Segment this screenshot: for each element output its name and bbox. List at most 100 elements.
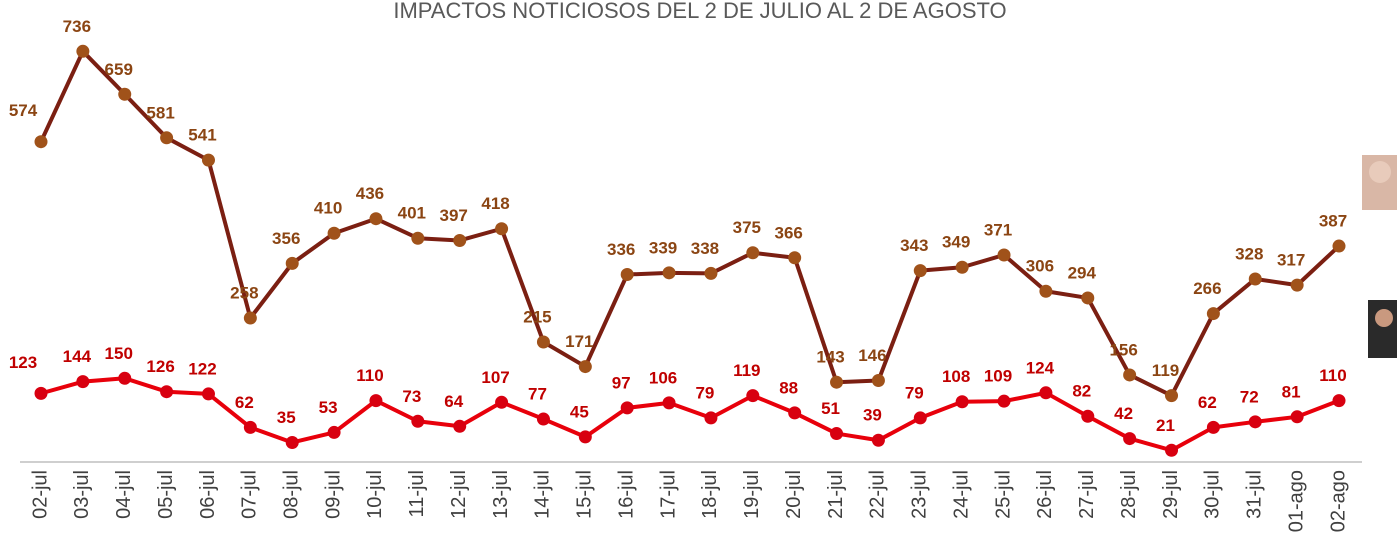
data-label: 77 [528, 385, 547, 404]
data-label: 62 [235, 393, 254, 412]
x-tick-label: 25-jul [992, 470, 1014, 519]
data-point [579, 360, 592, 373]
data-label: 122 [188, 359, 216, 378]
data-label: 317 [1277, 251, 1305, 270]
data-label: 349 [942, 233, 970, 252]
series-line [41, 51, 1339, 395]
data-point [663, 266, 676, 279]
data-point [621, 401, 634, 414]
data-point [328, 227, 341, 240]
data-point [1123, 432, 1136, 445]
x-tick-label: 18-jul [699, 470, 721, 519]
data-point [1207, 307, 1220, 320]
data-label: 339 [649, 238, 677, 257]
data-point [872, 374, 885, 387]
photo-face [1369, 161, 1391, 183]
data-point [328, 426, 341, 439]
page: IMPACTOS NOTICIOSOS DEL 2 DE JULIO AL 2 … [0, 0, 1397, 552]
data-label: 64 [444, 392, 463, 411]
data-point [956, 395, 969, 408]
data-point [746, 389, 759, 402]
data-label: 144 [63, 347, 92, 366]
data-point [411, 232, 424, 245]
data-label: 119 [733, 361, 760, 380]
data-point [118, 372, 131, 385]
data-label: 110 [1319, 366, 1346, 385]
data-point [76, 375, 89, 388]
data-label: 79 [695, 383, 714, 402]
data-label: 541 [188, 126, 216, 145]
data-label: 35 [277, 408, 296, 427]
data-label: 171 [565, 332, 593, 351]
data-point [1249, 272, 1262, 285]
data-point [244, 312, 257, 325]
x-tick-label: 02-jul [29, 470, 51, 519]
data-label: 371 [984, 220, 1012, 239]
data-label: 88 [779, 378, 798, 397]
x-tick-label: 29-jul [1160, 470, 1182, 519]
data-label: 124 [1026, 358, 1055, 377]
data-point [1081, 410, 1094, 423]
x-tick-label: 31-jul [1244, 470, 1266, 519]
x-tick-label: 08-jul [281, 470, 303, 519]
data-label: 110 [356, 366, 383, 385]
data-point [495, 396, 508, 409]
data-point [202, 387, 215, 400]
data-label: 266 [1193, 279, 1221, 298]
data-label: 97 [612, 373, 631, 392]
data-point [1039, 386, 1052, 399]
x-tick-label: 22-jul [867, 470, 889, 519]
data-point [998, 248, 1011, 261]
data-point [411, 415, 424, 428]
data-label: 108 [942, 367, 970, 386]
photo-2 [1368, 300, 1397, 358]
data-label: 156 [1109, 340, 1137, 359]
x-tick-label: 19-jul [741, 470, 763, 519]
series-line [41, 378, 1339, 450]
data-label: 21 [1156, 416, 1175, 435]
data-label: 146 [858, 346, 886, 365]
data-point [453, 234, 466, 247]
data-point [369, 212, 382, 225]
data-point [453, 420, 466, 433]
data-point [1123, 368, 1136, 381]
data-point [914, 411, 927, 424]
x-tick-label: 30-jul [1202, 470, 1224, 519]
data-point [160, 385, 173, 398]
data-label: 436 [356, 184, 384, 203]
data-label: 73 [402, 387, 421, 406]
data-point [788, 251, 801, 264]
data-point [244, 421, 257, 434]
data-label: 215 [523, 308, 551, 327]
data-label: 82 [1072, 382, 1091, 401]
data-label: 336 [607, 240, 635, 259]
data-point [537, 413, 550, 426]
data-point [118, 88, 131, 101]
data-point [1165, 444, 1178, 457]
x-tick-label: 04-jul [113, 470, 135, 519]
data-label: 397 [440, 206, 468, 225]
data-point [914, 264, 927, 277]
x-tick-label: 01-ago [1285, 470, 1307, 532]
data-point [621, 268, 634, 281]
x-tick-label: 23-jul [909, 470, 931, 519]
x-tick-label: 28-jul [1118, 470, 1140, 519]
x-tick-label: 13-jul [490, 470, 512, 519]
data-label: 109 [984, 367, 1012, 386]
x-tick-label: 03-jul [71, 470, 93, 519]
x-tick-label: 26-jul [1034, 470, 1056, 519]
x-tick-label: 14-jul [532, 470, 554, 519]
data-label: 143 [816, 348, 844, 367]
data-label: 258 [230, 284, 258, 303]
data-point [537, 336, 550, 349]
x-tick-label: 15-jul [574, 470, 596, 519]
data-point [1039, 285, 1052, 298]
data-point [1081, 291, 1094, 304]
data-label: 126 [146, 357, 174, 376]
data-label: 42 [1114, 404, 1133, 423]
data-label: 294 [1068, 263, 1097, 282]
photo-1 [1362, 155, 1397, 210]
data-point [579, 430, 592, 443]
x-tick-label: 11-jul [406, 470, 428, 517]
x-tick-label: 27-jul [1076, 470, 1098, 519]
